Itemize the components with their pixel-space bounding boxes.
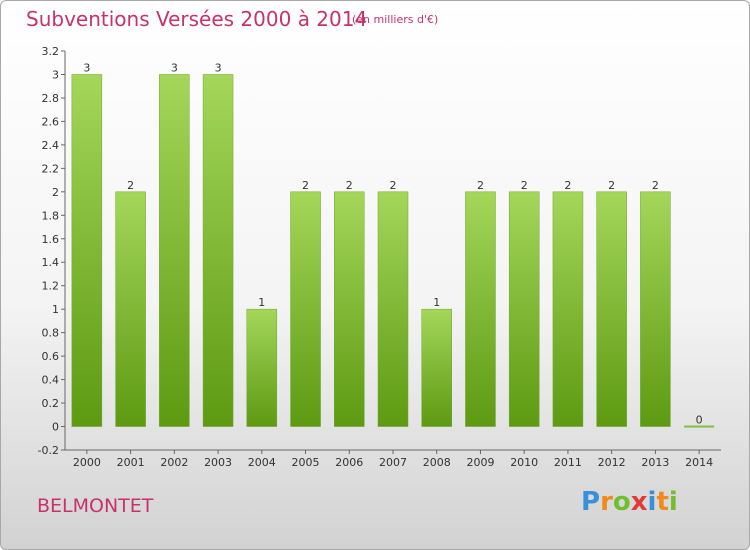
y-tick-label: 1.4 (42, 256, 60, 269)
logo-letter: i (668, 487, 678, 517)
bar-2004 (246, 308, 278, 427)
x-tick-label-2002: 2002 (160, 456, 188, 469)
y-tick-label: 0 (52, 421, 59, 434)
bar-2000 (71, 74, 103, 427)
data-label-2002: 3 (171, 61, 178, 74)
logo-letter: r (600, 487, 613, 517)
data-label-2006: 2 (346, 179, 353, 192)
bar-2012 (596, 191, 627, 427)
x-tick-label-2006: 2006 (335, 456, 363, 469)
data-label-2000: 3 (83, 61, 90, 74)
logo-letter: x (630, 487, 648, 517)
data-label-2008: 1 (433, 296, 440, 309)
x-tick-label-2011: 2011 (554, 456, 582, 469)
bar-2014 (684, 425, 715, 428)
x-tick-label-2009: 2009 (466, 456, 494, 469)
y-tick-label: 3 (52, 68, 59, 81)
data-label-2007: 2 (390, 179, 397, 192)
data-label-2004: 1 (258, 296, 265, 309)
bar-2007 (377, 191, 409, 427)
data-label-2014: 0 (696, 414, 703, 427)
y-tick-label: 2.6 (42, 115, 60, 128)
bars (71, 74, 715, 428)
bar-2010 (508, 191, 540, 427)
y-tick-label: 1 (52, 303, 59, 316)
bar-2006 (334, 191, 365, 427)
bar-2013 (640, 191, 671, 427)
y-tick-label: 2.4 (42, 139, 60, 152)
commune-name: BELMONTET (37, 495, 154, 517)
bar-2008 (421, 308, 452, 427)
data-label-2011: 2 (564, 179, 571, 192)
data-label-2005: 2 (302, 179, 309, 192)
data-label-2012: 2 (608, 179, 615, 192)
y-tick-label: 0.8 (42, 327, 60, 340)
logo-letter: i (647, 487, 657, 517)
y-tick-label: 0.4 (42, 374, 60, 387)
bar-2009 (465, 191, 496, 427)
data-label-2010: 2 (521, 179, 528, 192)
data-label-2001: 2 (127, 179, 134, 192)
proxiti-logo[interactable]: Proxiti (581, 487, 678, 517)
data-label-2003: 3 (215, 61, 222, 74)
y-tick-label: 1.6 (42, 233, 60, 246)
y-tick-label: 0.2 (42, 397, 60, 410)
y-tick-label: 2.8 (42, 92, 60, 105)
x-tick-label-2003: 2003 (204, 456, 232, 469)
x-tick-label-2004: 2004 (248, 456, 276, 469)
data-label-2013: 2 (652, 179, 659, 192)
x-tick-label-2008: 2008 (423, 456, 451, 469)
x-tick-label-2010: 2010 (510, 456, 538, 469)
bar-2005 (290, 191, 321, 427)
x-tick-label-2012: 2012 (598, 456, 626, 469)
x-tick-label-2001: 2001 (117, 456, 145, 469)
x-tick-label-2000: 2000 (73, 456, 101, 469)
x-tick-label-2014: 2014 (685, 456, 713, 469)
logo-letter: P (581, 487, 601, 517)
bar-2002 (159, 74, 190, 427)
chart-title: Subventions Versées 2000 à 2014 (26, 7, 368, 31)
bar-2011 (552, 191, 584, 427)
chart-subtitle: (en milliers d'€) (352, 13, 439, 26)
x-tick-label-2005: 2005 (292, 456, 320, 469)
y-tick-label: 1.2 (42, 280, 60, 293)
y-tick-label: 1.8 (42, 209, 60, 222)
bar-2003 (202, 74, 234, 427)
y-tick-label: 2 (52, 186, 59, 199)
logo-letter: t (656, 487, 669, 517)
y-tick-label: 0.6 (42, 350, 60, 363)
axes (61, 50, 721, 454)
labels: -0.2 0 0.2 0.4 0.6 0.8 1 1.2 1.4 1.6 1.8 2 2.2 2.4 2.6… (38, 45, 714, 469)
data-label-2009: 2 (477, 179, 484, 192)
y-tick-label: -0.2 (38, 444, 59, 457)
x-tick-label-2007: 2007 (379, 456, 407, 469)
y-tick-label: 2.2 (42, 162, 60, 175)
logo-letter: o (612, 487, 631, 517)
y-tick-label: 3.2 (42, 45, 60, 58)
bar-2001 (115, 191, 146, 427)
x-tick-label-2013: 2013 (641, 456, 669, 469)
